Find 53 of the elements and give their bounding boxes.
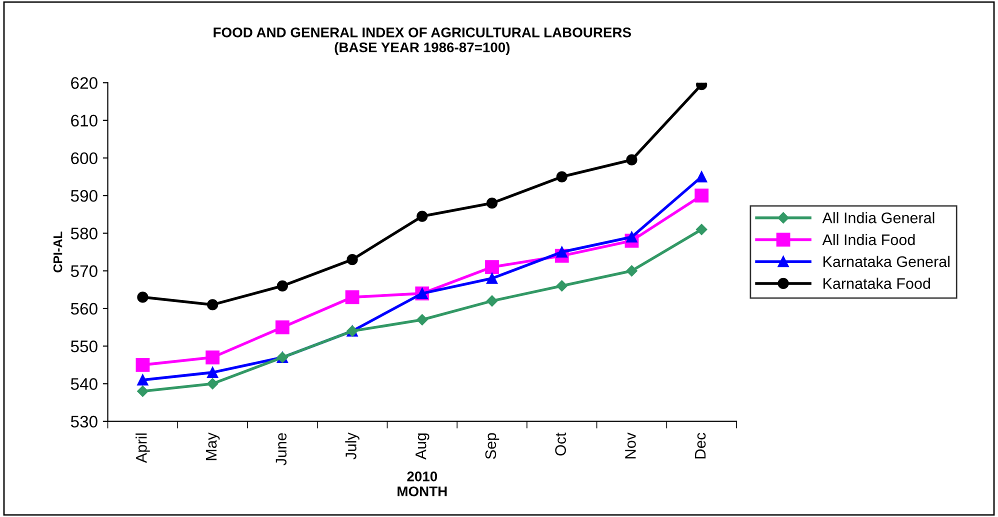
- point: [206, 378, 218, 390]
- x-tick-label: May: [206, 432, 220, 460]
- legend-label: All India Food: [822, 234, 915, 246]
- point: [694, 188, 709, 203]
- legend-label: All India General: [822, 212, 934, 224]
- point: [696, 224, 708, 236]
- y-tick-label: 600: [71, 152, 98, 164]
- point: [486, 295, 498, 307]
- point: [207, 366, 218, 378]
- y-tick-label: 580: [70, 228, 98, 240]
- point: [626, 265, 638, 276]
- x-tick-label: April: [136, 433, 150, 463]
- point: [696, 171, 708, 182]
- point: [416, 314, 428, 326]
- x-tick-label: Aug: [416, 433, 430, 460]
- point: [346, 254, 358, 266]
- point: [207, 299, 218, 310]
- point: [137, 386, 148, 397]
- y-tick-label: 540: [70, 378, 98, 390]
- point: [556, 171, 568, 182]
- x-tick-label: Nov: [625, 432, 636, 458]
- legend-label: Karnataka Food: [824, 278, 930, 289]
- x-tick-label: Sep: [485, 433, 500, 459]
- y-tick-label: 550: [70, 340, 98, 352]
- point: [416, 210, 428, 222]
- y-tick-label: 590: [70, 190, 98, 202]
- point: [486, 272, 498, 284]
- point: [486, 198, 498, 209]
- point: [626, 231, 638, 243]
- point: [137, 374, 148, 386]
- point: [556, 280, 568, 292]
- x-tick-label: July: [345, 432, 360, 460]
- y-axis-title: CPI-AL: [53, 232, 62, 272]
- point: [556, 246, 568, 258]
- x-tick-label: June: [276, 433, 287, 466]
- legend-label: Karnataka General: [824, 256, 950, 268]
- y-tick-label: 610: [71, 114, 98, 127]
- point: [275, 320, 290, 334]
- point: [206, 350, 220, 364]
- point: [485, 260, 499, 274]
- point: [137, 292, 148, 303]
- chart-title: FOOD AND GENERAL INDEX OF AGRICULTURAL LABOURERS (BASE YEAR 1986-87=100): [214, 28, 631, 56]
- y-tick-label: 620: [71, 77, 98, 89]
- y-tick-label: 560: [70, 302, 98, 315]
- point: [276, 280, 288, 292]
- x-tick-label: Oct: [555, 432, 566, 456]
- y-tick-label: 570: [70, 265, 98, 278]
- x-axis-title: 2010 MONTH: [398, 472, 447, 496]
- point: [626, 154, 638, 166]
- x-tick-label: Dec: [695, 432, 706, 458]
- point: [345, 290, 360, 304]
- point: [136, 358, 150, 372]
- y-tick-label: 530: [70, 416, 98, 428]
